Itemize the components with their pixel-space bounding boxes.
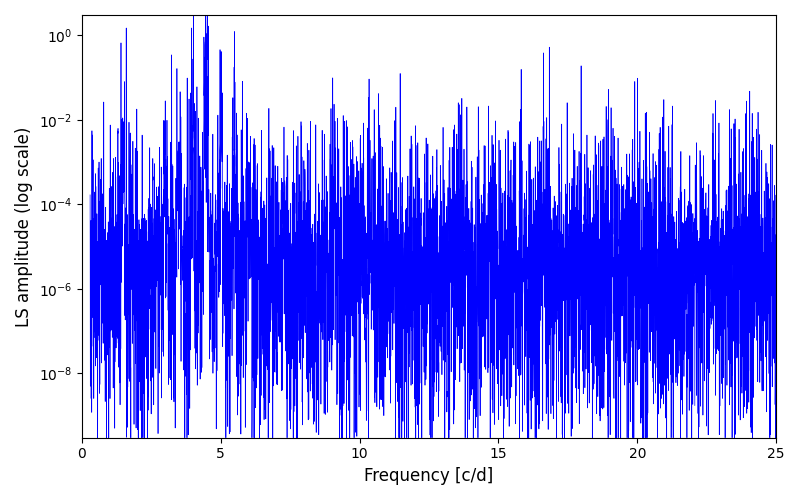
Y-axis label: LS amplitude (log scale): LS amplitude (log scale) bbox=[15, 126, 33, 326]
X-axis label: Frequency [c/d]: Frequency [c/d] bbox=[364, 467, 494, 485]
